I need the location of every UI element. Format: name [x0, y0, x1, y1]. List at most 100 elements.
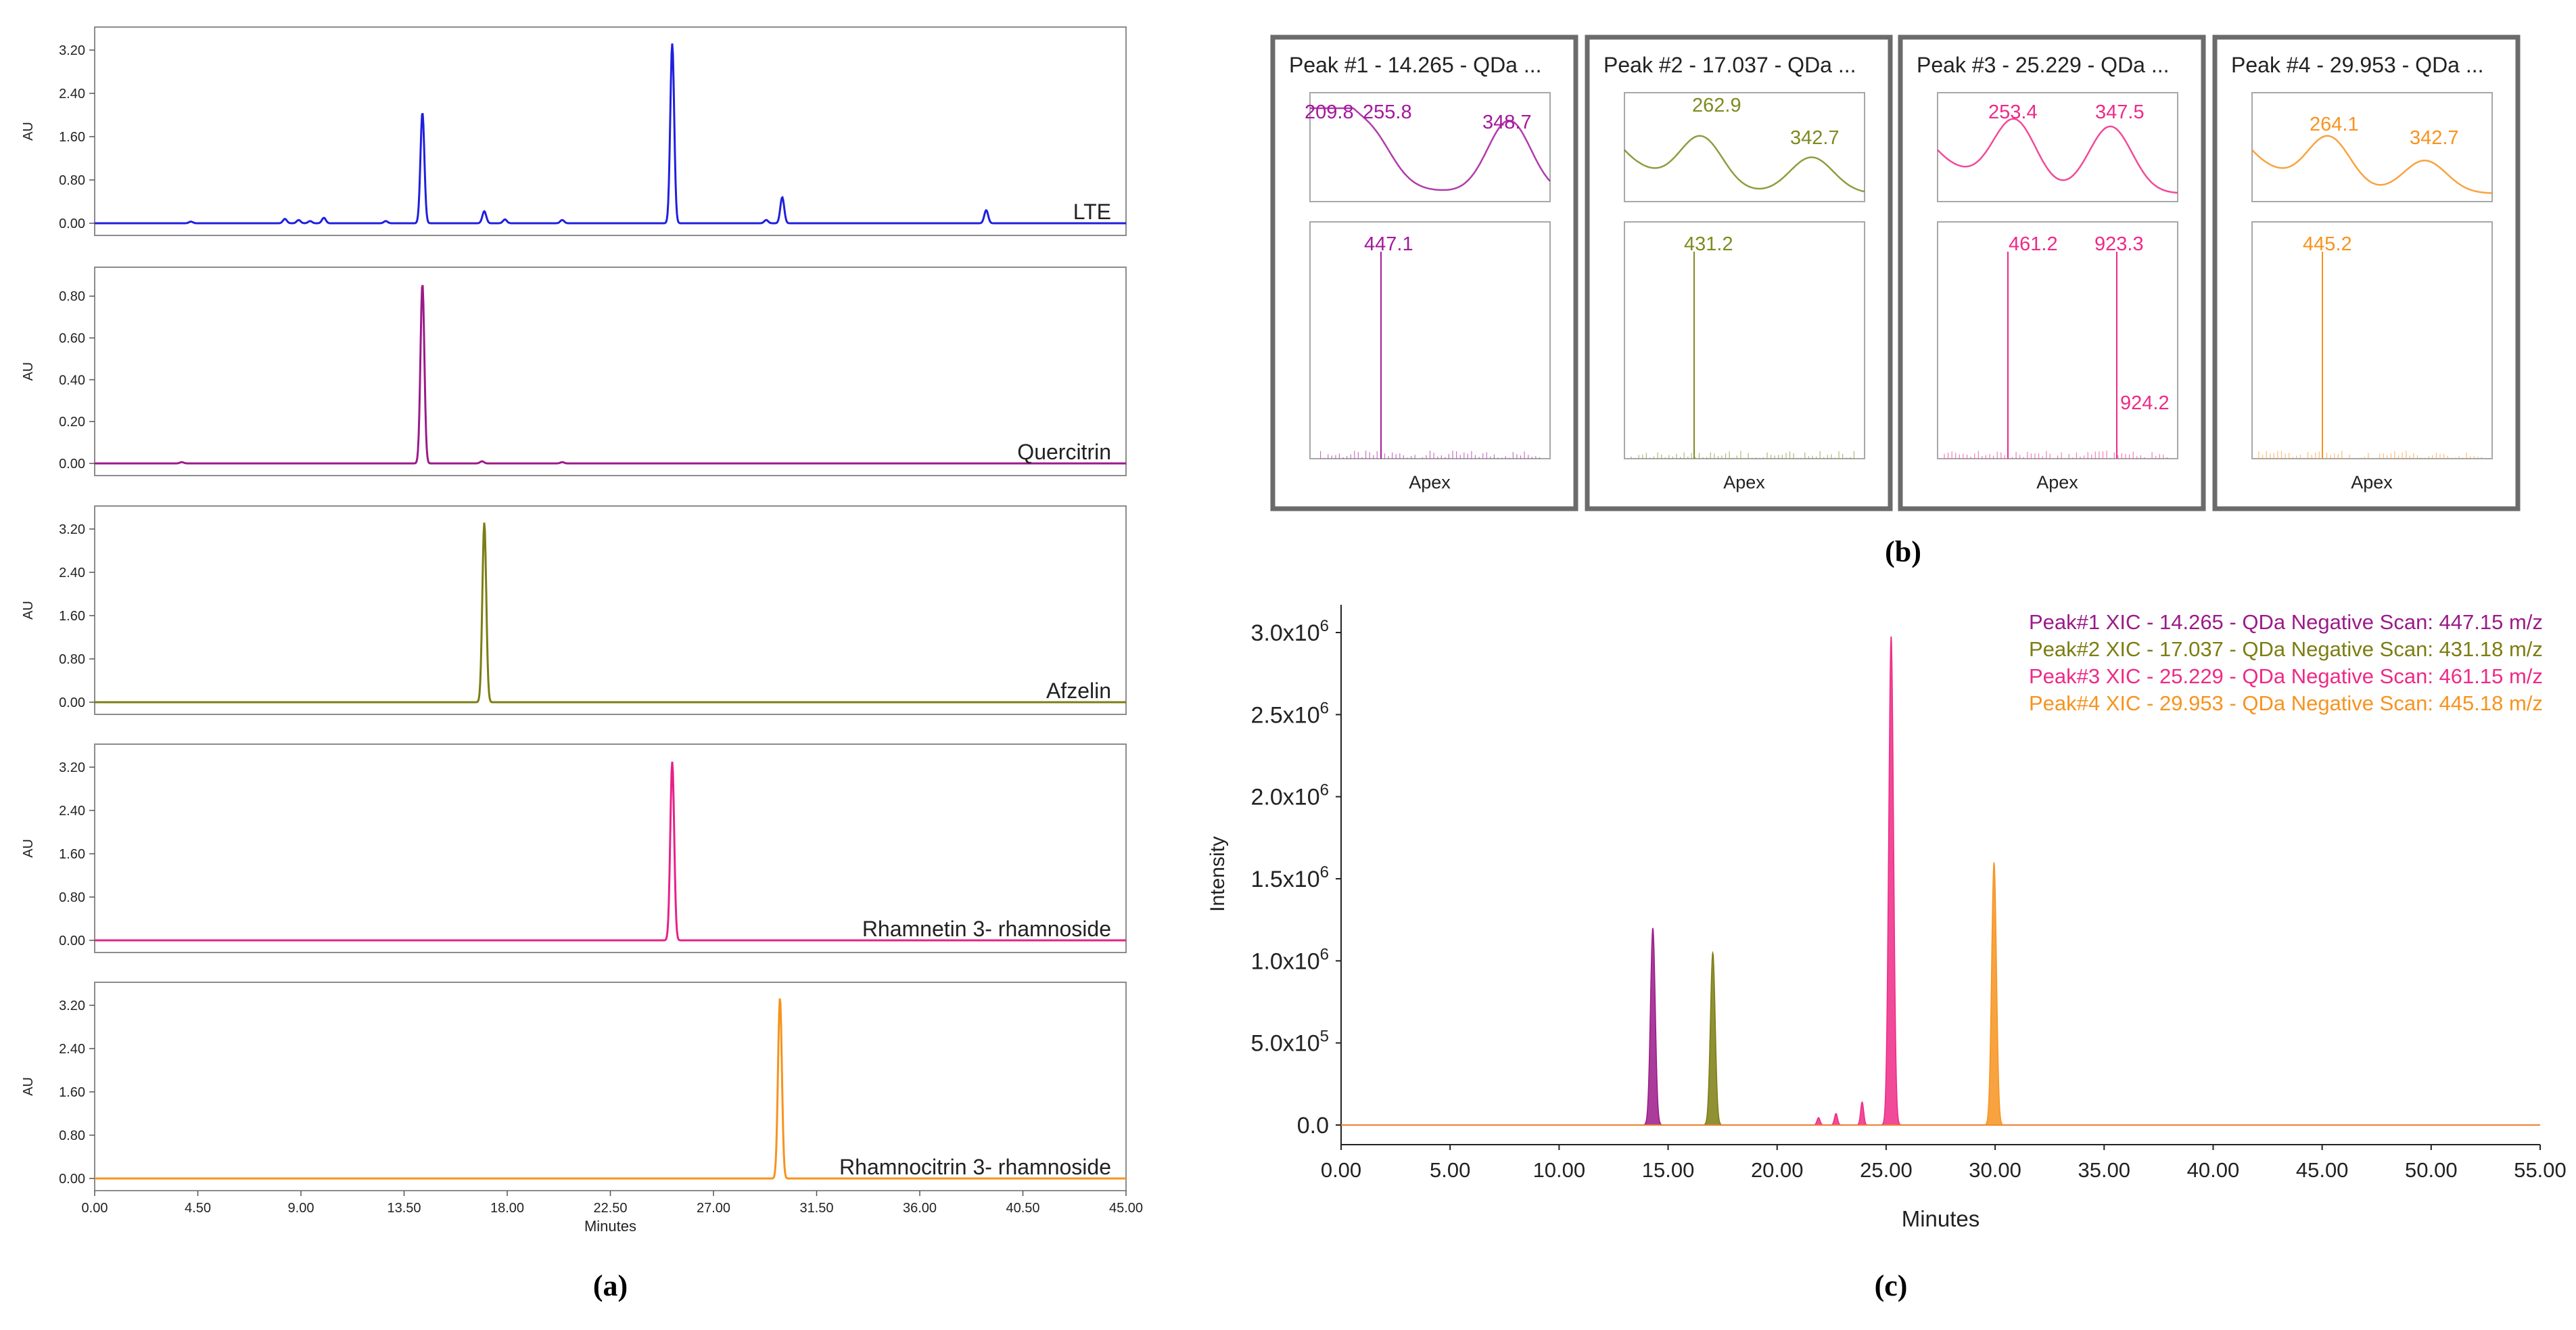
uv-peak-label: 262.9 [1692, 95, 1741, 116]
y-tick-exponent: 6 [1320, 781, 1329, 800]
y-tick-label: 2.5x106 [1251, 699, 1329, 728]
peak-box [1585, 35, 1893, 511]
ms-peak-label: 461.2 [2009, 233, 2058, 255]
panel-label-b: (b) [1885, 535, 1921, 568]
peak-box [1270, 35, 1578, 511]
y-tick-label: 5.0x105 [1251, 1028, 1329, 1057]
y-axis-label: Intensity [1207, 836, 1229, 912]
x-tick-label: 22.50 [593, 1201, 627, 1216]
subplot-frame [94, 26, 1127, 236]
y-tick-label: 2.40 [59, 566, 85, 580]
x-axis-label: Minutes [584, 1218, 636, 1235]
ms-peak-label: 447.1 [1364, 233, 1413, 255]
x-tick-label: 0.00 [82, 1201, 108, 1216]
x-tick-label: 27.00 [697, 1201, 730, 1216]
ms-noise [1320, 451, 1540, 459]
y-tick-label: 0.40 [59, 373, 85, 388]
peak-box [1898, 35, 2206, 511]
ms-peak-label: 431.2 [1684, 233, 1733, 255]
y-tick-base: 0.0 [1297, 1113, 1329, 1139]
y-tick-label: 1.60 [59, 130, 85, 145]
y-tick-label: 3.20 [59, 999, 85, 1013]
y-tick-label: 0.00 [59, 934, 85, 948]
x-tick-label: 40.00 [2187, 1158, 2240, 1182]
xic-trace-peak1 [1341, 927, 2540, 1126]
ms-noise [1631, 451, 1854, 459]
x-tick-label: 35.00 [2078, 1158, 2130, 1182]
uv-spectrum-curve [1937, 118, 2178, 194]
legend-entry: Peak#3 XIC - 25.229 - QDa Negative Scan:… [2029, 664, 2543, 688]
trace-lte [95, 43, 1126, 225]
x-tick-label: 40.50 [1006, 1201, 1039, 1216]
y-tick-label: 2.40 [59, 1042, 85, 1057]
y-tick-exponent: 6 [1320, 699, 1329, 717]
x-tick-label: 25.00 [1860, 1158, 1913, 1182]
y-tick-label: 1.5x106 [1251, 863, 1329, 892]
y-tick-base: 5.0x10 [1251, 1031, 1320, 1057]
uv-peak-label: 209.8 [1305, 101, 1354, 123]
y-tick-label: 0.0 [1297, 1113, 1329, 1139]
legend-entry: Peak#1 XIC - 14.265 - QDa Negative Scan:… [2029, 610, 2543, 634]
panel-label-c: (c) [1875, 1269, 1908, 1302]
subplot-frame [94, 505, 1127, 715]
y-tick-label: 0.00 [59, 1172, 85, 1187]
x-tick-label: 13.50 [387, 1201, 421, 1216]
y-tick-label: 3.20 [59, 43, 85, 58]
uv-spectrum-curve [2251, 135, 2493, 194]
y-tick-label: 1.0x106 [1251, 945, 1329, 974]
trace-label: Rhamnetin 3- rhamnoside [862, 917, 1111, 941]
peak-title: Peak #1 - 14.265 - QDa ... [1289, 53, 1542, 77]
subplot-frame [94, 267, 1127, 476]
y-tick-label: 0.00 [59, 695, 85, 710]
y-axis-label: AU [21, 122, 36, 141]
y-tick-base: 2.5x10 [1251, 702, 1320, 728]
uv-spectrum-frame [1624, 92, 1865, 202]
ms-noise [1944, 451, 2168, 459]
apex-label: Apex [1723, 472, 1765, 492]
x-tick-label: 20.00 [1751, 1158, 1804, 1182]
uv-peak-label: 255.8 [1363, 101, 1412, 123]
legend-entry: Peak#2 XIC - 17.037 - QDa Negative Scan:… [2029, 637, 2543, 661]
trace-afzelin [95, 522, 1126, 704]
x-tick-label: 0.00 [1321, 1158, 1361, 1182]
y-tick-label: 3.20 [59, 522, 85, 537]
y-tick-exponent: 6 [1320, 945, 1329, 963]
x-tick-label: 9.00 [288, 1201, 314, 1216]
uv-peak-label: 264.1 [2310, 114, 2359, 135]
x-axis-label: Minutes [1902, 1206, 1980, 1231]
apex-label: Apex [2351, 472, 2393, 492]
y-tick-label: 0.00 [59, 216, 85, 231]
x-tick-label: 36.00 [903, 1201, 937, 1216]
x-tick-label: 4.50 [185, 1201, 211, 1216]
y-tick-label: 2.40 [59, 804, 85, 819]
peak-title: Peak #4 - 29.953 - QDa ... [2231, 53, 2484, 77]
peak-box [2212, 35, 2521, 511]
legend-entry: Peak#4 XIC - 29.953 - QDa Negative Scan:… [2029, 691, 2543, 715]
y-tick-label: 3.20 [59, 760, 85, 775]
y-tick-exponent: 6 [1320, 617, 1329, 635]
y-tick-base: 3.0x10 [1251, 620, 1320, 646]
y-tick-label: 0.80 [59, 652, 85, 667]
peak-title: Peak #3 - 25.229 - QDa ... [1917, 53, 2170, 77]
y-tick-label: 0.20 [59, 415, 85, 430]
y-axis-label: AU [21, 1077, 36, 1096]
uv-spectrum-curve [1310, 107, 1551, 191]
ms-peak-label: 923.3 [2094, 233, 2144, 255]
apex-label: Apex [2036, 472, 2078, 492]
y-axis-label: AU [21, 839, 36, 858]
ms-noise [2258, 451, 2482, 459]
trace-label: Rhamnocitrin 3- rhamnoside [839, 1155, 1111, 1179]
y-tick-base: 1.0x10 [1251, 948, 1320, 974]
ms-peak-label: 445.2 [2303, 233, 2352, 255]
trace-rhamnetin-3-rhamnoside [95, 761, 1126, 942]
xic-trace-peak2 [1341, 950, 2540, 1126]
x-tick-label: 31.50 [799, 1201, 833, 1216]
x-tick-label: 55.00 [2514, 1158, 2567, 1182]
y-tick-label: 0.80 [59, 173, 85, 188]
y-tick-label: 0.80 [59, 890, 85, 905]
uv-spectrum-frame [2251, 92, 2493, 202]
trace-label: LTE [1073, 200, 1111, 224]
